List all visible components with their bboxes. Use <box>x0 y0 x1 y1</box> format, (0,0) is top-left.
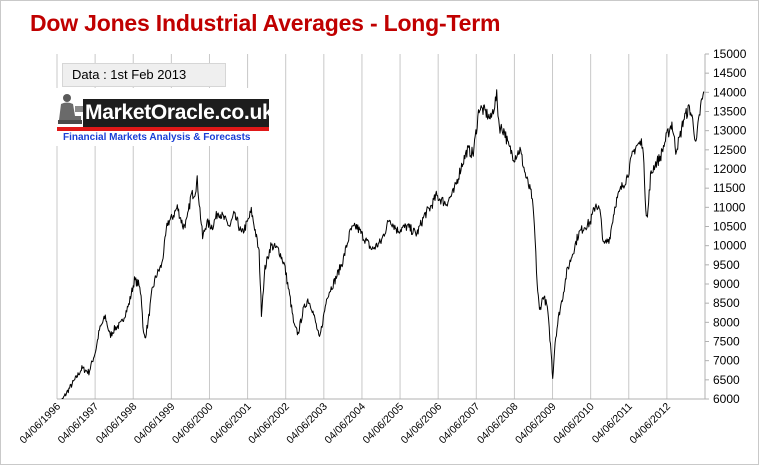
y-tick-label: 14000 <box>713 85 747 99</box>
y-tick-label: 9500 <box>713 258 740 272</box>
y-tick-label: 11000 <box>713 200 746 214</box>
y-tick-labels: 6000 6500 7000 7500 8000 8500 9000 9500 10000 105… <box>705 47 747 406</box>
y-tick-label: 7500 <box>713 335 740 349</box>
y-tick-label: 12500 <box>713 143 747 157</box>
x-tick-label: 04/06/2012 <box>627 401 673 447</box>
chart-title: Dow Jones Industrial Averages - Long-Ter… <box>30 10 501 36</box>
y-tick-label: 8500 <box>713 296 740 310</box>
dow-jones-series-line <box>61 89 705 399</box>
data-date-box: Data : 1st Feb 2013 <box>62 63 226 87</box>
logo-red-bar <box>57 127 269 131</box>
grid-lines <box>56 54 706 400</box>
logo-tagline: Financial Markets Analysis & Forecasts <box>63 132 251 143</box>
y-tick-label: 11500 <box>713 181 746 195</box>
series-layer <box>61 89 705 399</box>
y-tick-label: 10500 <box>713 220 747 234</box>
y-tick-label: 10000 <box>713 239 747 253</box>
y-tick-label: 15000 <box>713 47 747 61</box>
y-tick-label: 13000 <box>713 124 747 138</box>
y-tick-label: 14500 <box>713 66 747 80</box>
marketoracle-logo: MarketOracle.co.uk Financial Markets Ana… <box>55 88 274 146</box>
y-tick-label: 13500 <box>713 105 747 119</box>
oracle-figure-icon <box>55 90 85 130</box>
y-tick-label: 12000 <box>713 162 747 176</box>
y-tick-label: 6500 <box>713 373 740 387</box>
x-tick-label: 04/06/2010 <box>551 401 597 447</box>
data-date-label: Data : 1st Feb 2013 <box>72 67 187 82</box>
x-tick-labels: 04/06/199604/06/199704/06/199804/06/1999… <box>17 401 673 447</box>
y-tick-label: 9000 <box>713 277 740 291</box>
y-tick-label: 8000 <box>713 315 740 329</box>
y-tick-label: 7000 <box>713 354 740 368</box>
logo-wordmark: MarketOracle.co.uk <box>83 99 274 127</box>
y-tick-label: 6000 <box>713 392 740 406</box>
